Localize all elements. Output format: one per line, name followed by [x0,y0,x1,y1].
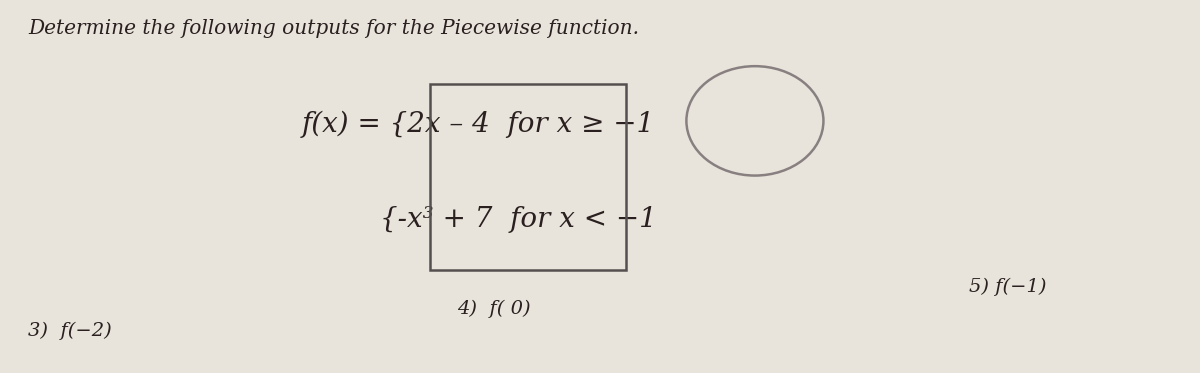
Text: {-x³ + 7  for x < −1: {-x³ + 7 for x < −1 [379,206,656,233]
Text: f(x) = {2x – 4  for x ≥ −1: f(x) = {2x – 4 for x ≥ −1 [302,111,655,138]
Text: Determine the following outputs for the Piecewise function.: Determine the following outputs for the … [28,19,640,38]
Text: 5) f(−1): 5) f(−1) [970,278,1046,296]
Text: 4)  f( 0): 4) f( 0) [457,300,530,318]
Text: 3)  f(−2): 3) f(−2) [28,322,112,340]
